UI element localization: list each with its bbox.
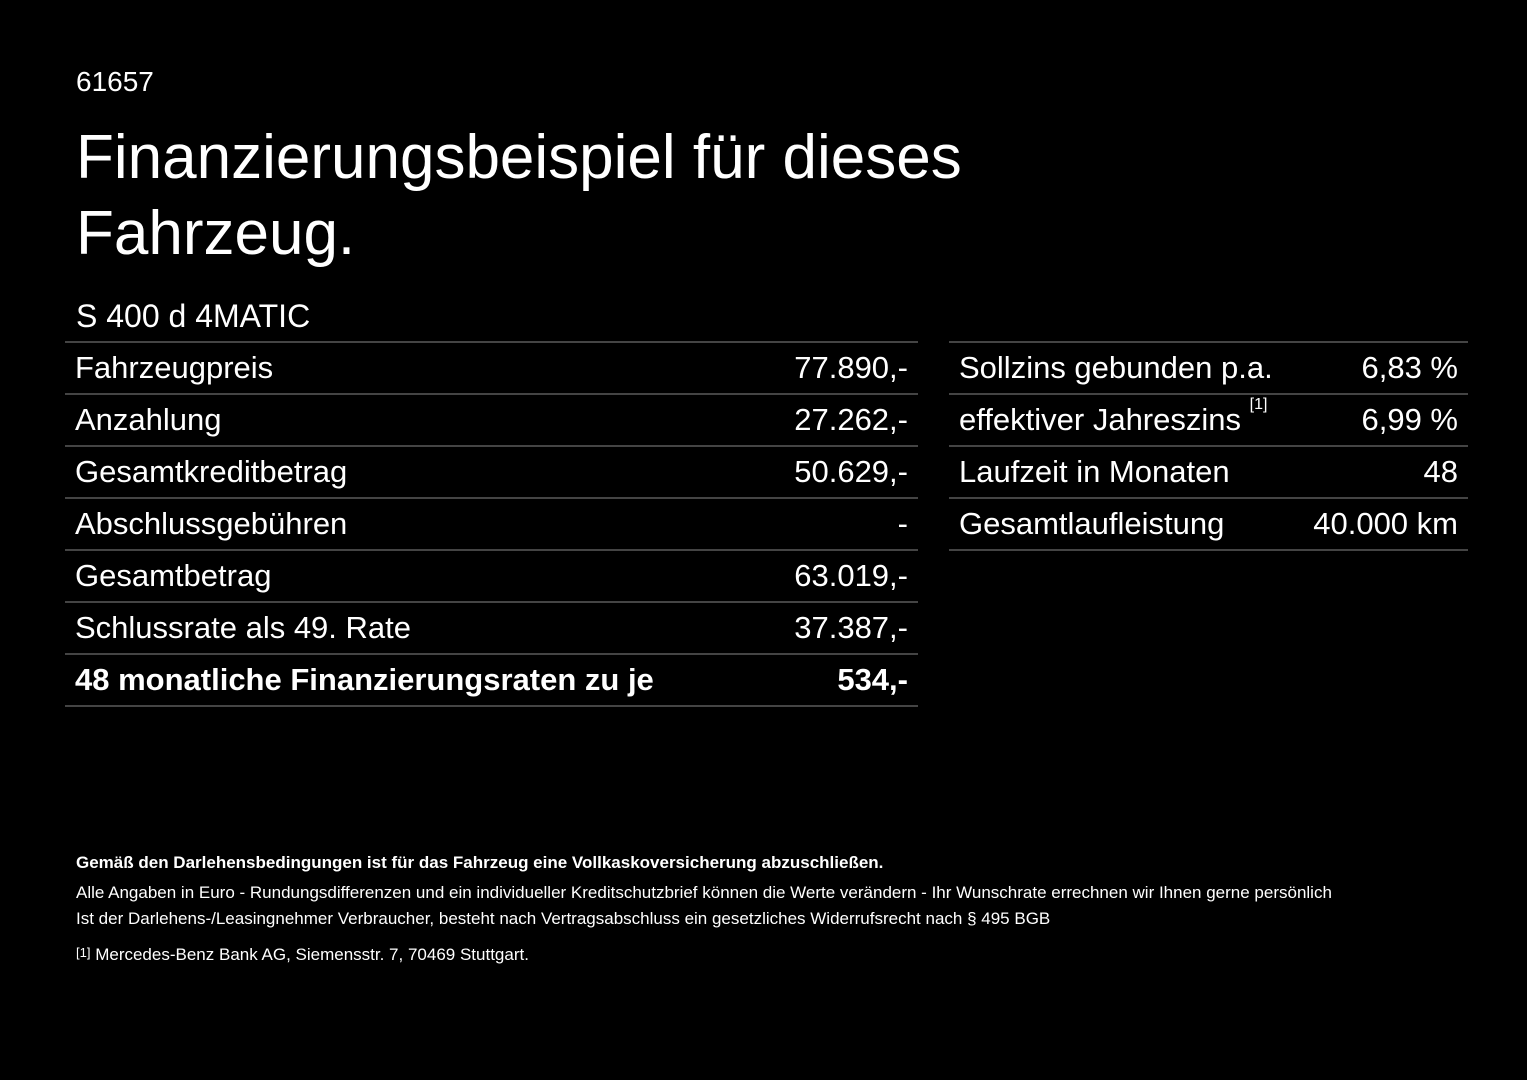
label: 48 monatliche Finanzierungsraten zu je — [75, 662, 654, 697]
label-cell: Fahrzeugpreis — [65, 341, 763, 395]
label: Schlussrate als 49. Rate — [75, 610, 412, 645]
label-cell: 48 monatliche Finanzierungsraten zu je — [65, 654, 763, 707]
label-cell: Gesamtkreditbetrag — [65, 446, 763, 499]
value: 40.000 km — [1296, 498, 1468, 551]
note: Alle Angaben in Euro - Rundungsdifferenz… — [76, 883, 1332, 902]
left-table: Fahrzeugpreis 77.890,- Anzahlung 27.262,- Ge… — [65, 341, 918, 707]
label: Gesamtkreditbetrag — [75, 454, 348, 489]
value: 48 — [1296, 446, 1468, 499]
row: Schlussrate als 49. Rate 37.387,- — [65, 602, 918, 655]
row: Sollzins gebunden p.a. 6,83 % — [949, 341, 1468, 395]
right-table: Sollzins gebunden p.a. 6,83 % effektiver J… — [949, 341, 1468, 551]
label-cell: effektiver Jahreszins [1] — [949, 394, 1297, 447]
value: 37.387,- — [762, 602, 918, 655]
row: Gesamtkreditbetrag 50.629,- — [65, 446, 918, 499]
code: 61657 — [76, 66, 154, 97]
label: Anzahlung — [75, 402, 222, 437]
row: effektiver Jahreszins [1] 6,99 % — [949, 394, 1468, 447]
value: 6,99 % — [1296, 394, 1468, 447]
value: 27.262,- — [762, 394, 918, 447]
title-line: Finanzierungsbeispiel für dieses — [76, 123, 962, 192]
footnote: [1] Mercedes-Benz Bank AG, Siemensstr. 7… — [76, 945, 529, 965]
row: 48 monatliche Finanzierungsraten zu je 53… — [65, 654, 918, 707]
label: Fahrzeugpreis — [75, 350, 274, 385]
label: Sollzins gebunden p.a. — [959, 350, 1273, 385]
title-line: Fahrzeug. — [76, 199, 356, 268]
row: Abschlussgebühren - — [65, 498, 918, 551]
label: Gesamtbetrag — [75, 558, 272, 593]
label-cell: Laufzeit in Monaten — [949, 446, 1297, 499]
label-cell: Gesamtlaufleistung — [949, 498, 1297, 551]
label: Laufzeit in Monaten — [959, 454, 1230, 489]
label-cell: Gesamtbetrag — [65, 550, 763, 603]
row: Laufzeit in Monaten 48 — [949, 446, 1468, 499]
model: S 400 d 4MATIC — [76, 298, 311, 334]
row: Gesamtlaufleistung 40.000 km — [949, 498, 1468, 551]
label-cell: Abschlussgebühren — [65, 498, 763, 551]
value: 50.629,- — [762, 446, 918, 499]
row: Gesamtbetrag 63.019,- — [65, 550, 918, 603]
note: Ist der Darlehens-/Leasingnehmer Verbrau… — [76, 909, 1051, 928]
value: 63.019,- — [762, 550, 918, 603]
value: - — [762, 498, 918, 551]
row: Anzahlung 27.262,- — [65, 394, 918, 447]
value: 534,- — [762, 654, 918, 707]
title: Finanzierungsbeispiel für dieses Fahrzeug… — [76, 120, 962, 272]
label: Abschlussgebühren — [75, 506, 348, 541]
label: Gesamtlaufleistung — [959, 506, 1225, 541]
value: 6,83 % — [1296, 341, 1468, 395]
label-cell: Sollzins gebunden p.a. — [949, 341, 1297, 395]
value: 77.890,- — [762, 341, 918, 395]
footnote-mark: [1] — [76, 945, 91, 960]
note: Gemäß den Darlehensbedingungen ist für d… — [76, 853, 884, 872]
label-cell: Schlussrate als 49. Rate — [65, 602, 763, 655]
footnote-text: Mercedes-Benz Bank AG, Siemensstr. 7, 70… — [95, 945, 529, 964]
label: effektiver Jahreszins — [959, 402, 1241, 437]
footnote-ref: [1] — [1249, 396, 1268, 413]
label-cell: Anzahlung — [65, 394, 763, 447]
row: Fahrzeugpreis 77.890,- — [65, 341, 918, 395]
